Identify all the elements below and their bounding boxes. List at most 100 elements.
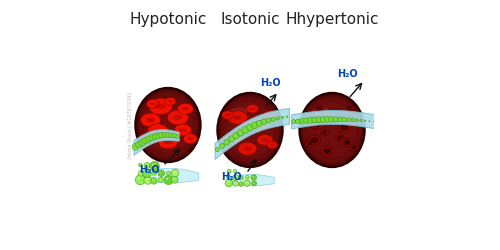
Ellipse shape: [323, 107, 324, 108]
Ellipse shape: [300, 93, 364, 167]
Ellipse shape: [162, 132, 168, 138]
Ellipse shape: [136, 141, 142, 148]
Ellipse shape: [166, 178, 168, 180]
Ellipse shape: [296, 119, 300, 124]
Ellipse shape: [338, 140, 339, 141]
Ellipse shape: [316, 106, 324, 112]
Ellipse shape: [232, 132, 239, 139]
Ellipse shape: [346, 122, 347, 123]
Ellipse shape: [334, 151, 335, 152]
Text: H₂O: H₂O: [140, 166, 160, 175]
Ellipse shape: [251, 175, 256, 180]
Ellipse shape: [158, 178, 163, 182]
Ellipse shape: [246, 176, 249, 179]
Ellipse shape: [238, 182, 243, 186]
Ellipse shape: [351, 118, 354, 122]
Ellipse shape: [232, 175, 238, 180]
Ellipse shape: [262, 138, 268, 141]
Ellipse shape: [342, 117, 346, 122]
Ellipse shape: [168, 100, 173, 102]
Ellipse shape: [281, 116, 283, 119]
Ellipse shape: [323, 131, 326, 134]
Ellipse shape: [252, 176, 254, 177]
Ellipse shape: [150, 162, 160, 171]
Ellipse shape: [322, 119, 323, 120]
Ellipse shape: [257, 134, 273, 145]
Ellipse shape: [144, 162, 150, 168]
Ellipse shape: [338, 108, 339, 109]
Ellipse shape: [364, 120, 366, 122]
Ellipse shape: [300, 118, 304, 124]
Ellipse shape: [352, 145, 358, 150]
Ellipse shape: [256, 120, 262, 126]
Ellipse shape: [331, 146, 332, 147]
Ellipse shape: [244, 147, 252, 150]
Ellipse shape: [312, 117, 318, 123]
Ellipse shape: [304, 114, 306, 115]
Ellipse shape: [360, 120, 362, 122]
Ellipse shape: [328, 116, 334, 122]
Ellipse shape: [348, 115, 355, 120]
Ellipse shape: [338, 116, 339, 117]
Ellipse shape: [351, 144, 352, 145]
Ellipse shape: [173, 171, 175, 173]
Ellipse shape: [267, 114, 273, 116]
Ellipse shape: [308, 115, 312, 117]
Ellipse shape: [357, 119, 358, 120]
Ellipse shape: [324, 123, 326, 124]
Ellipse shape: [252, 182, 254, 183]
Ellipse shape: [144, 176, 152, 184]
Ellipse shape: [314, 143, 315, 144]
Ellipse shape: [308, 135, 321, 145]
Ellipse shape: [184, 134, 198, 144]
Ellipse shape: [324, 149, 330, 153]
Ellipse shape: [330, 112, 332, 113]
Ellipse shape: [322, 130, 327, 134]
Ellipse shape: [164, 140, 172, 144]
Ellipse shape: [224, 140, 230, 145]
Text: H₂O: H₂O: [337, 68, 357, 78]
Ellipse shape: [148, 102, 166, 111]
Ellipse shape: [304, 118, 309, 123]
Ellipse shape: [338, 136, 341, 138]
Ellipse shape: [312, 120, 322, 127]
Ellipse shape: [250, 108, 255, 110]
Ellipse shape: [318, 107, 322, 110]
Ellipse shape: [155, 104, 166, 109]
Ellipse shape: [340, 138, 353, 147]
Text: Isotonic: Isotonic: [220, 12, 280, 27]
Ellipse shape: [320, 116, 326, 122]
Ellipse shape: [359, 147, 360, 148]
Ellipse shape: [320, 146, 334, 156]
Ellipse shape: [338, 122, 351, 132]
Ellipse shape: [164, 176, 173, 184]
Ellipse shape: [335, 138, 336, 139]
Ellipse shape: [309, 121, 310, 122]
Ellipse shape: [312, 119, 313, 120]
Ellipse shape: [172, 178, 174, 180]
Ellipse shape: [334, 110, 340, 115]
Ellipse shape: [238, 142, 257, 155]
Ellipse shape: [353, 146, 356, 148]
Ellipse shape: [227, 169, 231, 173]
Ellipse shape: [308, 112, 309, 113]
Ellipse shape: [221, 97, 279, 163]
Ellipse shape: [348, 104, 349, 105]
Ellipse shape: [318, 129, 320, 130]
Ellipse shape: [238, 176, 243, 180]
Text: H₂O: H₂O: [222, 172, 242, 182]
Ellipse shape: [350, 113, 351, 114]
Ellipse shape: [322, 146, 323, 147]
Ellipse shape: [312, 138, 317, 141]
Ellipse shape: [340, 109, 341, 110]
Ellipse shape: [306, 119, 307, 120]
Ellipse shape: [308, 142, 312, 145]
Ellipse shape: [349, 147, 350, 148]
Ellipse shape: [306, 113, 307, 114]
Ellipse shape: [146, 136, 152, 142]
Ellipse shape: [329, 132, 330, 133]
Ellipse shape: [146, 164, 147, 165]
Ellipse shape: [216, 148, 220, 152]
Ellipse shape: [300, 94, 364, 166]
Ellipse shape: [352, 144, 354, 145]
